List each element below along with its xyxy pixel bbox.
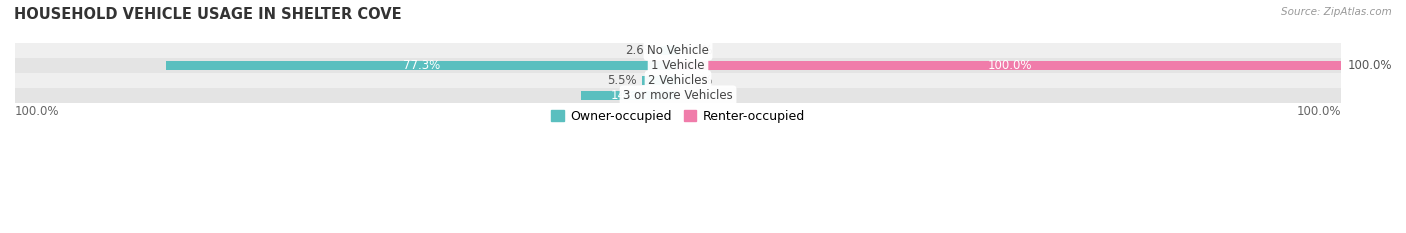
Bar (15, 43, 1341, 58)
Bar (166, 61, 678, 70)
Text: Source: ZipAtlas.com: Source: ZipAtlas.com (1281, 7, 1392, 17)
Text: No Vehicle: No Vehicle (647, 44, 709, 57)
Text: 0.0%: 0.0% (683, 89, 713, 102)
Text: 3 or more Vehicles: 3 or more Vehicles (623, 89, 733, 102)
Text: 100.0%: 100.0% (987, 59, 1032, 72)
Text: 2 Vehicles: 2 Vehicles (648, 74, 707, 87)
Bar (678, 61, 1341, 70)
Text: 77.3%: 77.3% (404, 59, 440, 72)
Bar (661, 46, 678, 55)
Bar (15, 73, 1341, 88)
Text: HOUSEHOLD VEHICLE USAGE IN SHELTER COVE: HOUSEHOLD VEHICLE USAGE IN SHELTER COVE (14, 7, 402, 22)
Text: 0.0%: 0.0% (683, 44, 713, 57)
Text: 0.0%: 0.0% (683, 74, 713, 87)
Bar (641, 76, 678, 85)
Text: 14.6%: 14.6% (612, 89, 648, 102)
Text: 2.6%: 2.6% (626, 44, 655, 57)
Text: 100.0%: 100.0% (1296, 105, 1341, 118)
Bar (15, 58, 1341, 73)
Text: 100.0%: 100.0% (1348, 59, 1392, 72)
Bar (15, 88, 1341, 103)
Text: 1 Vehicle: 1 Vehicle (651, 59, 704, 72)
Bar (581, 91, 678, 100)
Text: 5.5%: 5.5% (606, 74, 637, 87)
Text: 100.0%: 100.0% (15, 105, 59, 118)
Legend: Owner-occupied, Renter-occupied: Owner-occupied, Renter-occupied (546, 105, 810, 128)
